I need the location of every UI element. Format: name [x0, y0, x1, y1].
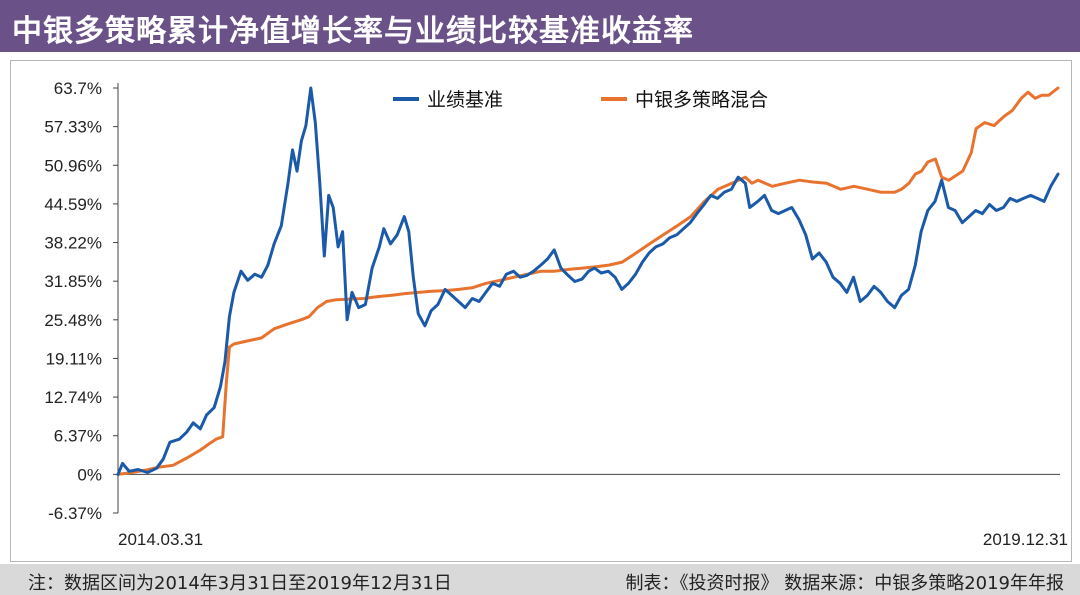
title-bar: 中银多策略累计净值增长率与业绩比较基准收益率	[0, 0, 1080, 52]
y-tick-label: 38.22%	[44, 234, 102, 253]
footer-note: 注：数据区间为2014年3月31日至2019年12月31日	[28, 573, 452, 594]
y-tick-label: 50.96%	[44, 156, 102, 175]
chart-title: 中银多策略累计净值增长率与业绩比较基准收益率	[12, 14, 694, 49]
chart-frame: -6.37% 0% 6.37% 12.74% 19.11% 25.48% 31.85% 38.…	[10, 60, 1072, 562]
footer-bar: 注：数据区间为2014年3月31日至2019年12月31日 制表：《投资时报》 …	[0, 564, 1080, 595]
legend-label-fund: 中银多策略混合	[635, 89, 768, 111]
y-tick-label: 0%	[77, 465, 102, 484]
line-chart: -6.37% 0% 6.37% 12.74% 19.11% 25.48% 31.85% 38.…	[44, 79, 1068, 549]
series-line-fund	[116, 86, 1060, 476]
footer-source: 制表：《投资时报》 数据来源：中银多策略2019年年报	[625, 573, 1064, 594]
y-tick-label: 44.59%	[44, 195, 102, 214]
y-tick-label: -6.37%	[48, 504, 102, 523]
series-line-benchmark	[116, 86, 1060, 476]
y-tick-label: 25.48%	[44, 311, 102, 330]
y-tick-label: 19.11%	[46, 349, 102, 368]
y-tick-label: 31.85%	[44, 272, 102, 291]
y-tick-label: 6.37%	[54, 427, 102, 446]
x-start-label: 2014.03.31	[118, 530, 203, 549]
y-tick-label: 57.33%	[44, 118, 102, 137]
y-tick-label: 12.74%	[44, 388, 102, 407]
legend-label-benchmark: 业绩基准	[427, 89, 503, 111]
y-tick-label: 63.7%	[54, 79, 102, 98]
x-end-label: 2019.12.31	[983, 530, 1068, 549]
